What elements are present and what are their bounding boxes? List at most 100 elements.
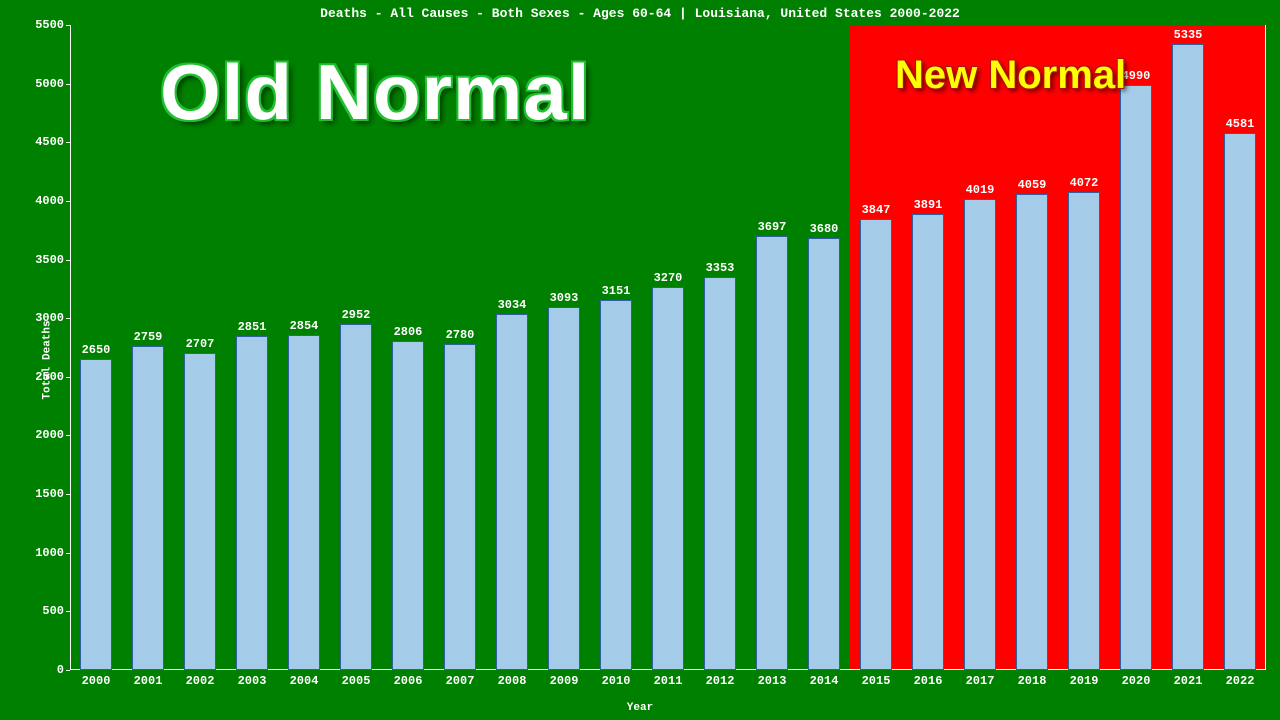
bar: 3270	[652, 287, 684, 670]
y-tick-mark	[66, 553, 70, 554]
plot-area: 0500100015002000250030003500400045005000…	[70, 25, 1266, 670]
x-tick-label: 2018	[1018, 674, 1047, 688]
y-tick-label: 2500	[35, 370, 64, 384]
x-tick-label: 2013	[758, 674, 787, 688]
bar: 3697	[756, 236, 788, 670]
bar-value-label: 4019	[966, 183, 995, 197]
bar-value-label: 2854	[290, 319, 319, 333]
bar-value-label: 4059	[1018, 178, 1047, 192]
bar: 3353	[704, 277, 736, 670]
bar-value-label: 3270	[654, 271, 683, 285]
bar: 2759	[132, 346, 164, 670]
bar: 4059	[1016, 194, 1048, 670]
bar-value-label: 5335	[1174, 28, 1203, 42]
x-tick-label: 2001	[134, 674, 163, 688]
x-tick-label: 2014	[810, 674, 839, 688]
y-tick-mark	[66, 377, 70, 378]
x-tick-label: 2007	[446, 674, 475, 688]
bar: 3891	[912, 214, 944, 670]
x-tick-label: 2016	[914, 674, 943, 688]
bar: 4581	[1224, 133, 1256, 670]
y-tick-label: 5500	[35, 18, 64, 32]
bar-value-label: 3891	[914, 198, 943, 212]
bar-value-label: 2952	[342, 308, 371, 322]
y-tick-mark	[66, 260, 70, 261]
overlay-old-normal: Old Normal	[160, 47, 590, 138]
bar: 3034	[496, 314, 528, 670]
x-tick-label: 2003	[238, 674, 267, 688]
bar: 2650	[80, 359, 112, 670]
bar-value-label: 4581	[1226, 117, 1255, 131]
x-tick-label: 2011	[654, 674, 683, 688]
bar: 4990	[1120, 85, 1152, 670]
y-tick-mark	[66, 25, 70, 26]
axis-right	[1265, 25, 1266, 670]
bar: 2854	[288, 335, 320, 670]
x-tick-label: 2012	[706, 674, 735, 688]
bar: 3093	[548, 307, 580, 670]
overlay-new-normal: New Normal	[895, 53, 1126, 98]
y-tick-label: 1500	[35, 487, 64, 501]
bar-value-label: 2650	[82, 343, 111, 357]
x-tick-label: 2005	[342, 674, 371, 688]
y-tick-label: 0	[57, 663, 64, 677]
x-tick-label: 2022	[1226, 674, 1255, 688]
y-axis-label: Total Deaths	[42, 320, 54, 399]
y-tick-mark	[66, 201, 70, 202]
x-tick-label: 2002	[186, 674, 215, 688]
bar: 3680	[808, 238, 840, 670]
x-tick-label: 2000	[82, 674, 111, 688]
bar: 3847	[860, 219, 892, 670]
bar: 2806	[392, 341, 424, 670]
bar-value-label: 3151	[602, 284, 631, 298]
chart-title: Deaths - All Causes - Both Sexes - Ages …	[0, 6, 1280, 21]
bar-value-label: 3680	[810, 222, 839, 236]
y-tick-mark	[66, 670, 70, 671]
bar-value-label: 4072	[1070, 176, 1099, 190]
x-axis-label: Year	[0, 702, 1280, 714]
bar-value-label: 3353	[706, 261, 735, 275]
y-tick-mark	[66, 494, 70, 495]
y-tick-label: 2000	[35, 428, 64, 442]
bar: 5335	[1172, 44, 1204, 670]
bar: 2952	[340, 324, 372, 670]
y-tick-label: 1000	[35, 546, 64, 560]
x-tick-label: 2020	[1122, 674, 1151, 688]
y-tick-mark	[66, 318, 70, 319]
y-tick-mark	[66, 611, 70, 612]
x-tick-label: 2006	[394, 674, 423, 688]
bar: 2707	[184, 353, 216, 670]
chart-container: Deaths - All Causes - Both Sexes - Ages …	[0, 0, 1280, 720]
bar-value-label: 2707	[186, 337, 215, 351]
axis-left	[70, 25, 71, 670]
y-tick-mark	[66, 84, 70, 85]
bar: 2851	[236, 336, 268, 670]
y-tick-label: 4000	[35, 194, 64, 208]
bar-value-label: 3847	[862, 203, 891, 217]
y-tick-mark	[66, 142, 70, 143]
y-tick-label: 4500	[35, 135, 64, 149]
bar-value-label: 3034	[498, 298, 527, 312]
x-tick-label: 2017	[966, 674, 995, 688]
bar-value-label: 2759	[134, 330, 163, 344]
bar-value-label: 3093	[550, 291, 579, 305]
x-tick-label: 2009	[550, 674, 579, 688]
bar: 4019	[964, 199, 996, 670]
y-tick-label: 3000	[35, 311, 64, 325]
x-tick-label: 2021	[1174, 674, 1203, 688]
x-tick-label: 2010	[602, 674, 631, 688]
bar-value-label: 2806	[394, 325, 423, 339]
bar-value-label: 2851	[238, 320, 267, 334]
bar-value-label: 2780	[446, 328, 475, 342]
y-tick-mark	[66, 435, 70, 436]
bar-value-label: 3697	[758, 220, 787, 234]
y-tick-label: 3500	[35, 253, 64, 267]
x-tick-label: 2019	[1070, 674, 1099, 688]
x-tick-label: 2004	[290, 674, 319, 688]
y-tick-label: 500	[42, 604, 64, 618]
y-tick-label: 5000	[35, 77, 64, 91]
x-tick-label: 2008	[498, 674, 527, 688]
bar: 3151	[600, 300, 632, 670]
bar: 2780	[444, 344, 476, 670]
bar: 4072	[1068, 192, 1100, 670]
